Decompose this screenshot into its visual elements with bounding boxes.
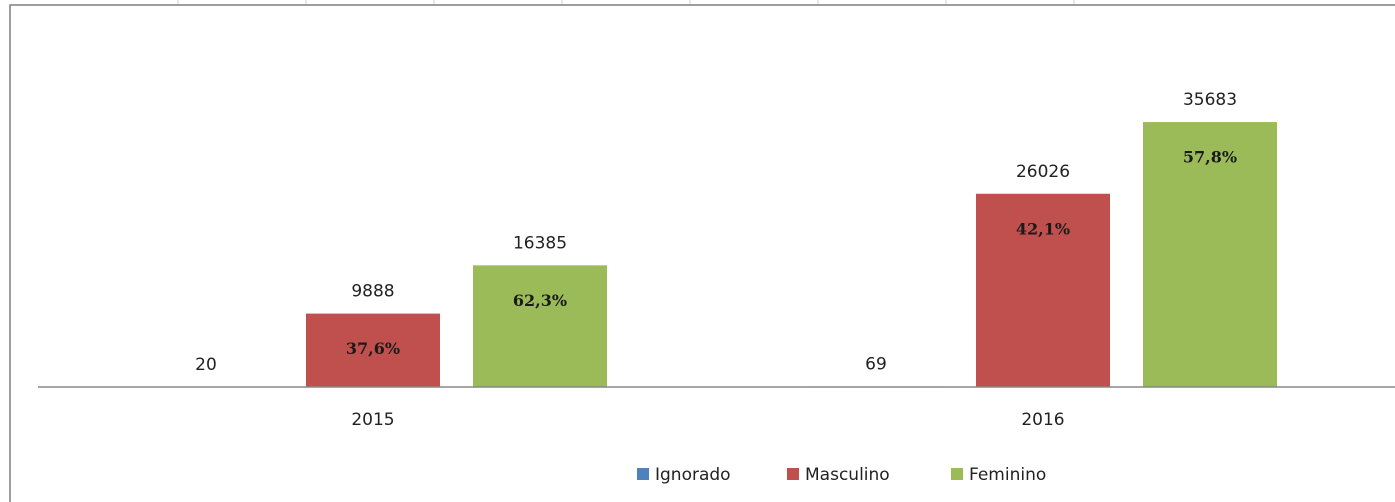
bar — [473, 265, 607, 387]
x-tick-label: 2015 — [351, 410, 394, 430]
legend-swatch — [951, 468, 963, 480]
sheet-grid — [177, 0, 1075, 5]
value-label: 9888 — [351, 282, 394, 302]
legend-swatch — [787, 468, 799, 480]
legend-label: Feminino — [969, 465, 1046, 485]
value-label: 16385 — [513, 233, 567, 253]
value-label: 20 — [195, 355, 217, 375]
chart-border — [9, 4, 1395, 502]
x-tick-label: 2016 — [1021, 410, 1064, 430]
value-label: 26026 — [1016, 162, 1070, 182]
value-label: 35683 — [1183, 90, 1237, 110]
bar — [306, 313, 440, 387]
percent-label: 57,8% — [1183, 148, 1237, 167]
bar — [1143, 122, 1277, 388]
percent-label: 42,1% — [1016, 219, 1070, 238]
value-label: 69 — [865, 354, 887, 374]
legend-swatch — [637, 468, 649, 480]
bar — [976, 193, 1110, 387]
percent-label: 62,3% — [513, 291, 567, 310]
legend-label: Ignorado — [655, 465, 731, 485]
legend-label: Masculino — [805, 465, 890, 485]
percent-label: 37,6% — [346, 339, 400, 358]
